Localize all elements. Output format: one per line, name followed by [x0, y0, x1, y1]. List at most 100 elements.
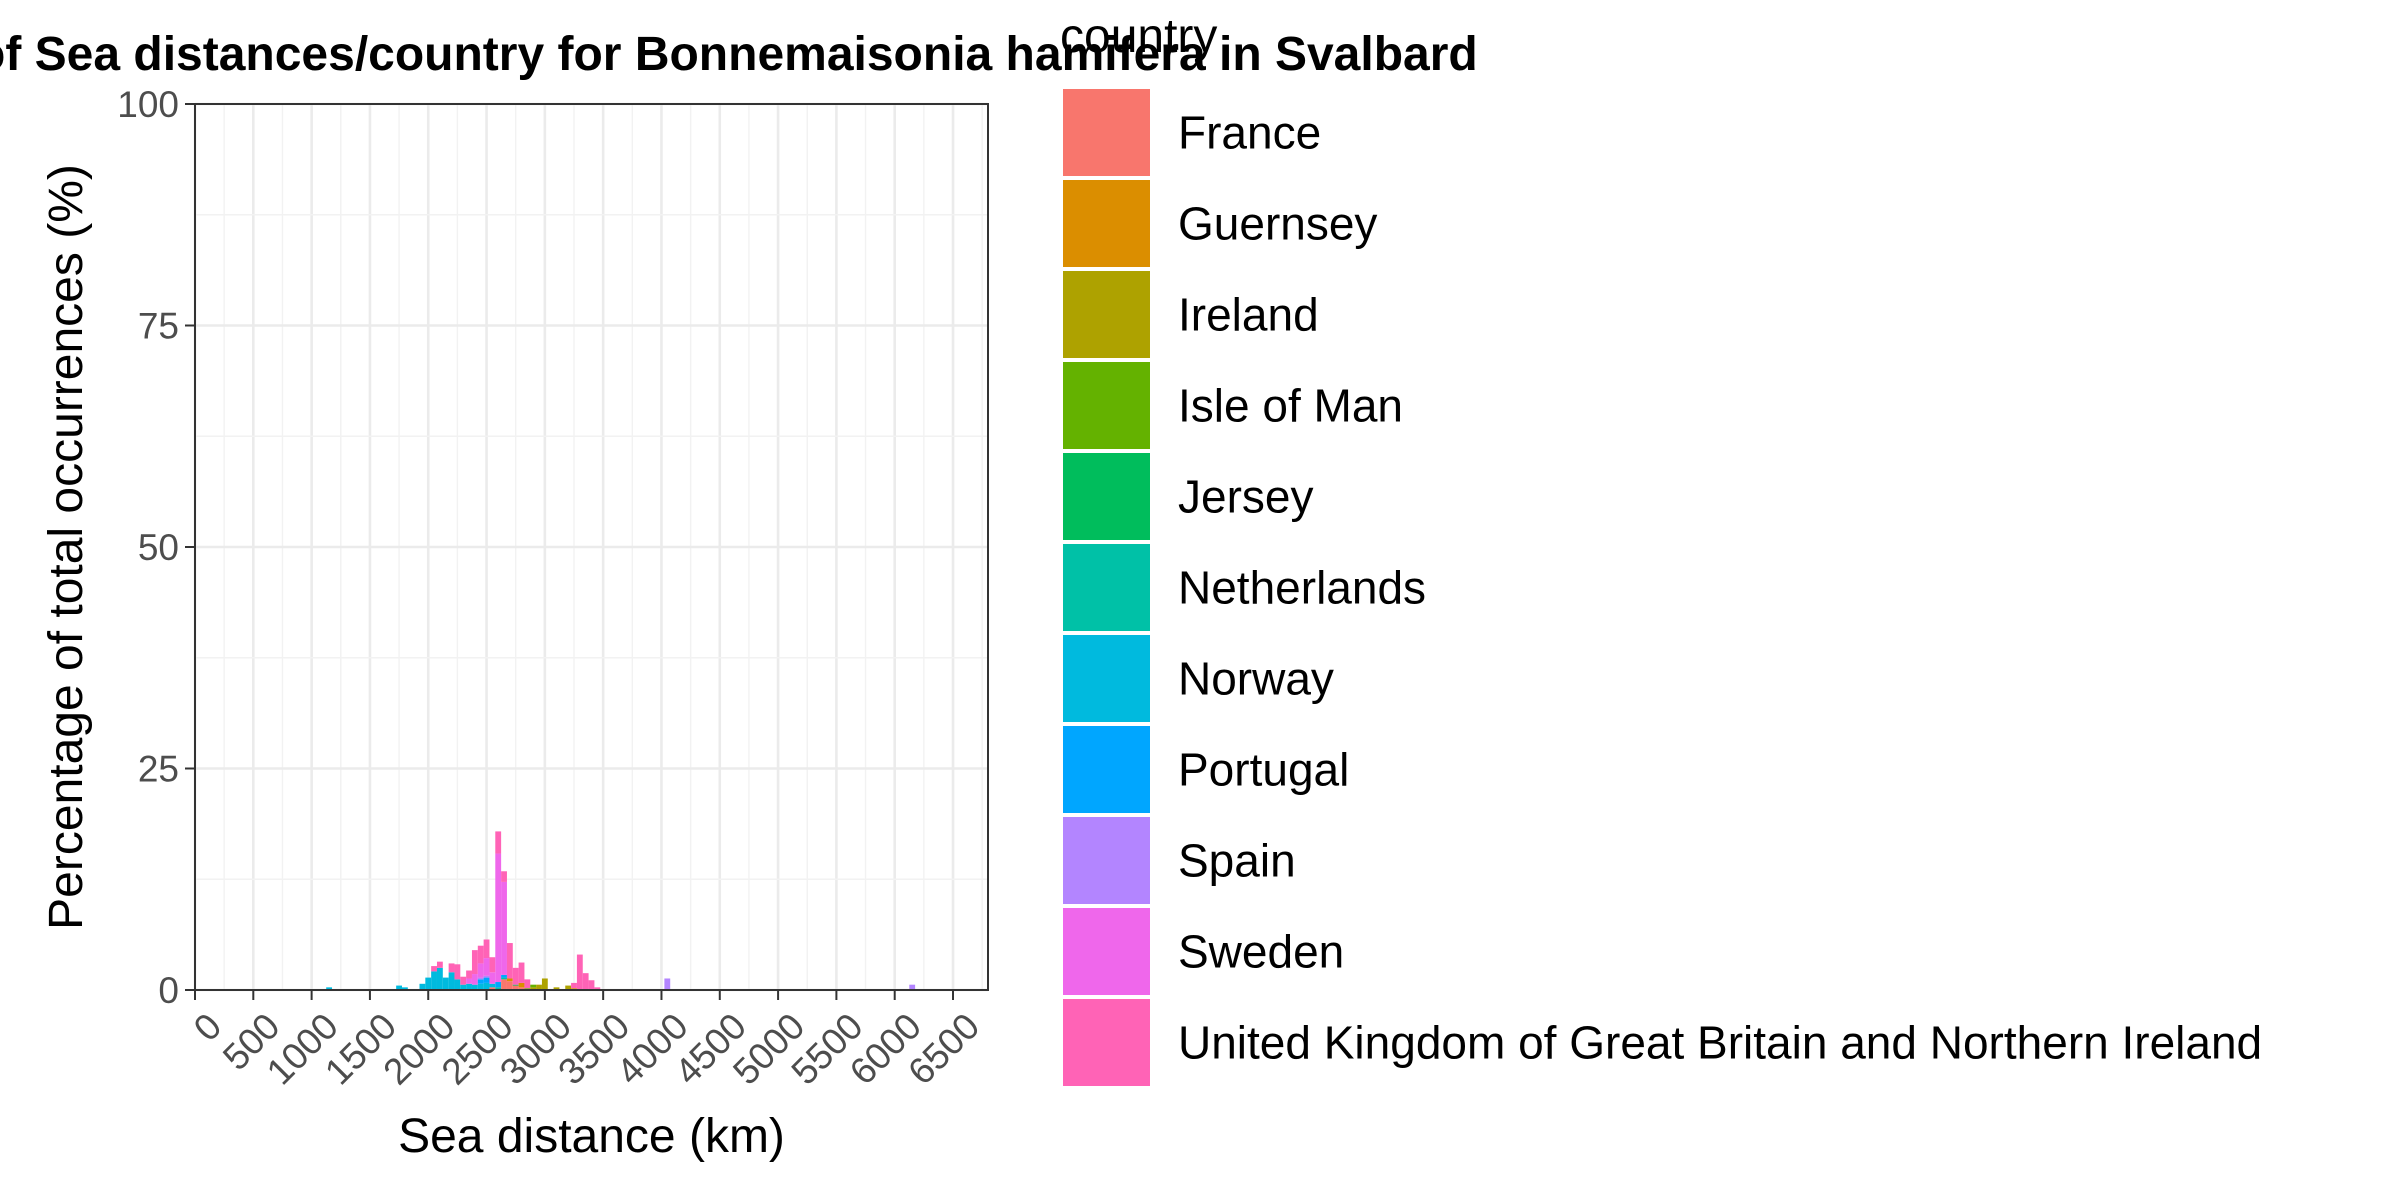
histogram-bar — [454, 964, 461, 980]
histogram-bar — [460, 984, 467, 990]
histogram-bar — [483, 982, 490, 990]
histogram-bar — [471, 950, 478, 975]
histogram-bar — [530, 984, 537, 988]
histogram-bar — [571, 982, 577, 989]
histogram-bar — [448, 972, 455, 990]
legend-label: Ireland — [1178, 289, 1319, 341]
histogram-bar — [466, 978, 472, 984]
histogram-bar — [495, 982, 502, 988]
histogram-bar — [483, 939, 490, 959]
histogram-bar — [518, 962, 525, 983]
histogram-bar — [582, 973, 589, 990]
histogram-bar — [501, 871, 507, 882]
histogram-bar — [477, 983, 484, 990]
histogram-bar — [495, 853, 502, 983]
histogram-bar — [466, 983, 472, 990]
legend-key — [1063, 453, 1150, 540]
legend-key — [1063, 908, 1150, 995]
legend-key — [1063, 544, 1150, 631]
chart-title: Histogram of Sea distances/country for B… — [0, 28, 1478, 81]
histogram-bar — [530, 987, 537, 990]
histogram-bar — [594, 987, 601, 990]
histogram-bar — [512, 967, 519, 985]
x-axis-title: Sea distance (km) — [398, 1110, 785, 1163]
y-tick-label: 75 — [138, 306, 179, 347]
histogram-bar — [477, 945, 484, 964]
histogram-bar — [495, 987, 502, 990]
histogram-bar — [436, 967, 443, 990]
histogram-bar — [518, 982, 525, 988]
legend-label: Sweden — [1178, 926, 1344, 978]
histogram-bar — [506, 943, 513, 979]
histogram-bar — [477, 963, 484, 978]
histogram-bar — [477, 977, 484, 980]
y-tick-label: 0 — [158, 970, 179, 1011]
histogram-bar — [489, 957, 496, 973]
histogram-bar — [536, 984, 542, 990]
histogram-bar — [506, 978, 513, 982]
histogram-bar — [909, 984, 916, 990]
histogram-bar — [501, 977, 507, 980]
histogram-bar — [501, 974, 507, 978]
legend-key — [1063, 635, 1150, 722]
y-tick-label: 50 — [138, 527, 179, 568]
histogram-bar — [664, 978, 671, 990]
histogram-bar — [588, 980, 595, 990]
histogram-bar — [483, 977, 490, 983]
histogram-bar — [431, 971, 437, 990]
histogram-bar — [489, 987, 496, 990]
y-tick-label: 25 — [138, 749, 179, 790]
legend-key — [1063, 271, 1150, 358]
histogram-bar — [326, 987, 333, 990]
histogram-bar — [565, 985, 572, 990]
legend-label: Netherlands — [1178, 562, 1426, 614]
legend: country France Guernsey Ireland Isle of Man… — [1060, 10, 2262, 1086]
histogram-bar — [518, 987, 525, 990]
legend-key — [1063, 89, 1150, 176]
histogram-bar — [495, 831, 502, 854]
histogram-bar — [501, 881, 507, 975]
histogram-bar — [541, 978, 548, 990]
legend-title: country — [1060, 10, 1217, 63]
legend-label: Jersey — [1178, 471, 1313, 523]
histogram-bar — [501, 979, 507, 990]
bars — [326, 831, 916, 990]
legend-label: Guernsey — [1178, 198, 1377, 250]
histogram-bar — [483, 975, 490, 978]
histogram-bar — [576, 954, 583, 990]
histogram-bar — [489, 972, 496, 984]
histogram-bar — [460, 976, 467, 985]
y-axis-title: Percentage of total occurrences (%) — [40, 164, 93, 930]
histogram-bar — [425, 977, 432, 990]
histogram-bar — [454, 979, 461, 990]
histogram-bar — [419, 983, 426, 990]
legend-key — [1063, 999, 1150, 1086]
legend-key — [1063, 180, 1150, 267]
legend-key — [1063, 726, 1150, 813]
histogram-bar — [512, 985, 519, 990]
histogram-bar — [396, 985, 402, 990]
legend-label: France — [1178, 107, 1321, 159]
histogram-bar — [471, 984, 478, 990]
histogram-bar — [431, 966, 437, 972]
histogram-bar — [471, 974, 478, 985]
histogram-bar — [436, 961, 443, 968]
legend-label: Isle of Man — [1178, 380, 1403, 432]
y-tick-label: 100 — [117, 84, 179, 125]
histogram-bar — [512, 984, 519, 986]
histogram-bar — [506, 981, 513, 990]
legend-key — [1063, 362, 1150, 449]
histogram-bar — [483, 958, 490, 976]
legend-label: United Kingdom of Great Britain and Nort… — [1178, 1017, 2262, 1069]
legend-key — [1063, 817, 1150, 904]
histogram-bar — [442, 977, 449, 990]
gridlines — [193, 102, 988, 992]
histogram-bar — [477, 979, 484, 984]
histogram-bar — [466, 970, 472, 979]
legend-label: Spain — [1178, 835, 1296, 887]
histogram-bar — [489, 983, 496, 988]
histogram-bar — [448, 963, 455, 973]
histogram-bar — [401, 987, 408, 990]
histogram-bar — [553, 987, 560, 990]
